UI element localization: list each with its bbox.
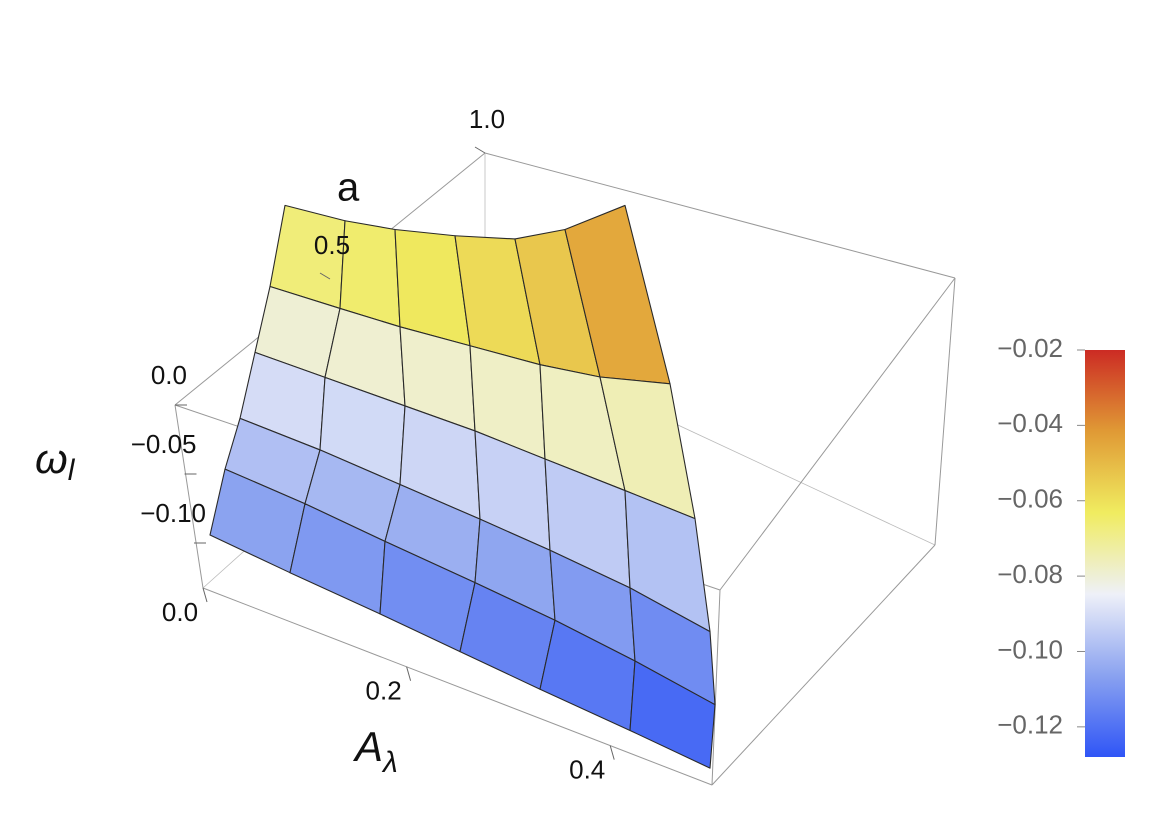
z-axis-label-sub: l xyxy=(68,454,76,487)
axes: 0.0 0.2 0.4 0.5 1.0 0.0 −0.05 −0.10 xyxy=(131,104,615,784)
y-tick xyxy=(319,272,331,280)
colorbar-tick-label: −0.10 xyxy=(997,634,1063,664)
x-axis-label-base: A xyxy=(352,723,383,770)
x-tick-label: 0.4 xyxy=(569,754,605,784)
z-tick-label: −0.05 xyxy=(131,429,197,459)
colorbar-scale xyxy=(1085,350,1125,757)
colorbar-tick-label: −0.06 xyxy=(997,484,1063,514)
z-axis-label-base: ω xyxy=(35,435,68,482)
y-tick xyxy=(474,146,486,154)
z-tick-label: −0.10 xyxy=(140,498,206,528)
z-tick-label: 0.0 xyxy=(151,360,187,390)
x-tick-label: 0.0 xyxy=(162,597,198,627)
x-tick xyxy=(406,666,412,681)
colorbar: −0.02 −0.04 −0.06 −0.08 −0.10 −0.12 xyxy=(997,333,1125,757)
x-tick xyxy=(609,745,615,760)
y-tick-label: 1.0 xyxy=(469,104,505,134)
x-axis-label: Aλ xyxy=(352,723,398,779)
z-axis-label: ωl xyxy=(35,435,76,487)
x-tick-label: 0.2 xyxy=(366,676,402,706)
y-axis-label: a xyxy=(337,166,360,210)
surface-cell xyxy=(629,660,716,769)
surface xyxy=(209,204,716,769)
x-axis-label-sub: λ xyxy=(381,746,398,779)
colorbar-tick-label: −0.12 xyxy=(997,710,1063,740)
colorbar-tick-label: −0.08 xyxy=(997,559,1063,589)
colorbar-tick-label: −0.04 xyxy=(997,408,1063,438)
x-tick xyxy=(202,587,208,603)
y-tick-label: 0.5 xyxy=(314,230,350,260)
colorbar-tick-label: −0.02 xyxy=(997,333,1063,363)
